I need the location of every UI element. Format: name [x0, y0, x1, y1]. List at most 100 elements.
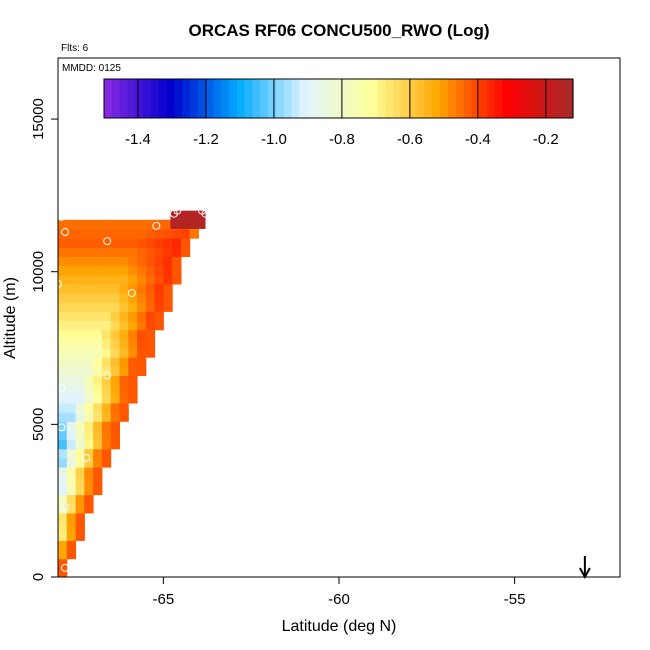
heatmap-cell	[128, 384, 138, 395]
heatmap-cell	[137, 348, 147, 358]
heatmap-cell	[101, 357, 112, 367]
heatmap-cell	[75, 320, 85, 331]
heatmap-cell	[119, 311, 129, 322]
heatmap-cell	[84, 430, 94, 441]
sample-point	[61, 502, 70, 511]
heatmap-cell	[75, 494, 85, 505]
heatmap-cell	[128, 338, 138, 349]
heatmap-cell	[172, 274, 182, 285]
heatmap-cell	[154, 265, 164, 276]
heatmap-cell	[119, 393, 129, 404]
heatmap-cell	[128, 366, 138, 376]
sample-points	[54, 206, 210, 572]
colorbar-segment	[455, 79, 465, 118]
heatmap-cell	[110, 320, 120, 331]
heatmap-cell	[101, 421, 112, 431]
heatmap-cell	[58, 503, 68, 514]
colorbar-segment	[111, 79, 121, 118]
heatmap-cell	[75, 256, 85, 267]
colorbar-segment	[463, 79, 472, 118]
colorbar-segment	[518, 79, 527, 118]
colorbar-tick-label: -1.4	[125, 131, 151, 148]
heatmap-cell	[58, 403, 68, 413]
y-tick-label: 5000	[30, 408, 47, 441]
heatmap-cell	[84, 283, 94, 294]
heatmap-cell	[84, 320, 94, 331]
heatmap-cell	[137, 302, 147, 312]
heatmap-cell	[119, 293, 129, 303]
heatmap-cell	[75, 393, 85, 404]
y-tick-label: 10000	[30, 251, 47, 293]
heatmap-cell	[75, 485, 85, 496]
colorbar-segment	[299, 79, 308, 118]
date-annotation: MMDD: 0125	[62, 63, 121, 74]
heatmap-cell	[58, 219, 68, 230]
heatmap-cell	[75, 522, 85, 532]
heatmap-cell	[75, 311, 85, 322]
heatmap-cell	[93, 229, 103, 239]
heatmap-cell	[93, 238, 103, 248]
colorbar-segment	[557, 79, 566, 118]
heatmap-cell	[137, 329, 147, 340]
heatmap-cell	[84, 467, 94, 477]
heatmap-cell	[58, 558, 68, 569]
flights-annotation: Flts: 6	[61, 43, 89, 54]
heatmap-cell	[84, 476, 94, 486]
heatmap-cell	[75, 430, 85, 441]
heatmap-cell	[163, 219, 173, 230]
x-axis-label: Latitude (deg N)	[282, 618, 397, 635]
heatmap-cell	[110, 338, 120, 349]
heatmap-cell	[110, 421, 120, 431]
heatmap-cell	[128, 238, 138, 248]
heatmap-cell	[137, 283, 147, 294]
heatmap-cell	[66, 421, 77, 431]
heatmap-cell	[84, 421, 94, 431]
heatmap-cell	[110, 403, 120, 413]
colorbar-segment	[150, 79, 160, 118]
heatmap-cell	[110, 219, 120, 230]
heatmap-cell	[101, 412, 112, 422]
heatmap-cell	[75, 384, 85, 395]
colorbar-segment	[416, 79, 426, 118]
heatmap-cell	[101, 311, 112, 322]
heatmap-cell	[93, 457, 103, 468]
colorbar-segment	[174, 79, 183, 118]
heatmap-cell	[145, 274, 156, 285]
heatmap-cell	[66, 320, 77, 331]
heatmap-cell	[119, 256, 129, 267]
heatmap-cell	[84, 384, 94, 395]
colorbar-segment	[158, 79, 168, 118]
heatmap-cell	[66, 467, 77, 477]
heatmap-cell	[66, 238, 77, 248]
heatmap-cell	[84, 338, 94, 349]
heatmap-cell	[58, 412, 68, 422]
heatmap-cell	[84, 256, 94, 267]
heatmap-cell	[110, 348, 120, 358]
heatmap-cell	[58, 531, 68, 541]
colorbar-tick-label: -1.0	[261, 131, 287, 148]
heatmap-cell	[93, 439, 103, 450]
heatmap-cell	[110, 366, 120, 376]
heatmap-cell	[66, 219, 77, 230]
heatmap-cell	[58, 293, 68, 303]
heatmap-cell	[58, 366, 68, 376]
heatmap-cell	[58, 567, 68, 578]
heatmap-cell	[58, 485, 68, 496]
colorbar-segment	[252, 79, 261, 118]
heatmap-cell	[84, 229, 94, 239]
heatmap-cell	[75, 265, 85, 276]
heatmap-cell	[84, 494, 94, 505]
heatmap-cells	[58, 210, 206, 578]
colorbar-frame	[103, 78, 574, 119]
heatmap-cell	[154, 283, 164, 294]
heatmap-cell	[58, 247, 68, 257]
heatmap-cell	[66, 476, 77, 486]
heatmap-cell	[84, 219, 94, 230]
colorbar-segment	[229, 79, 238, 118]
heatmap-cell	[101, 375, 112, 386]
colorbar-segment	[338, 79, 347, 118]
heatmap-cell	[66, 393, 77, 404]
heatmap-cell	[145, 338, 156, 349]
colorbar-segment	[143, 79, 152, 118]
heatmap-cell	[58, 476, 68, 486]
